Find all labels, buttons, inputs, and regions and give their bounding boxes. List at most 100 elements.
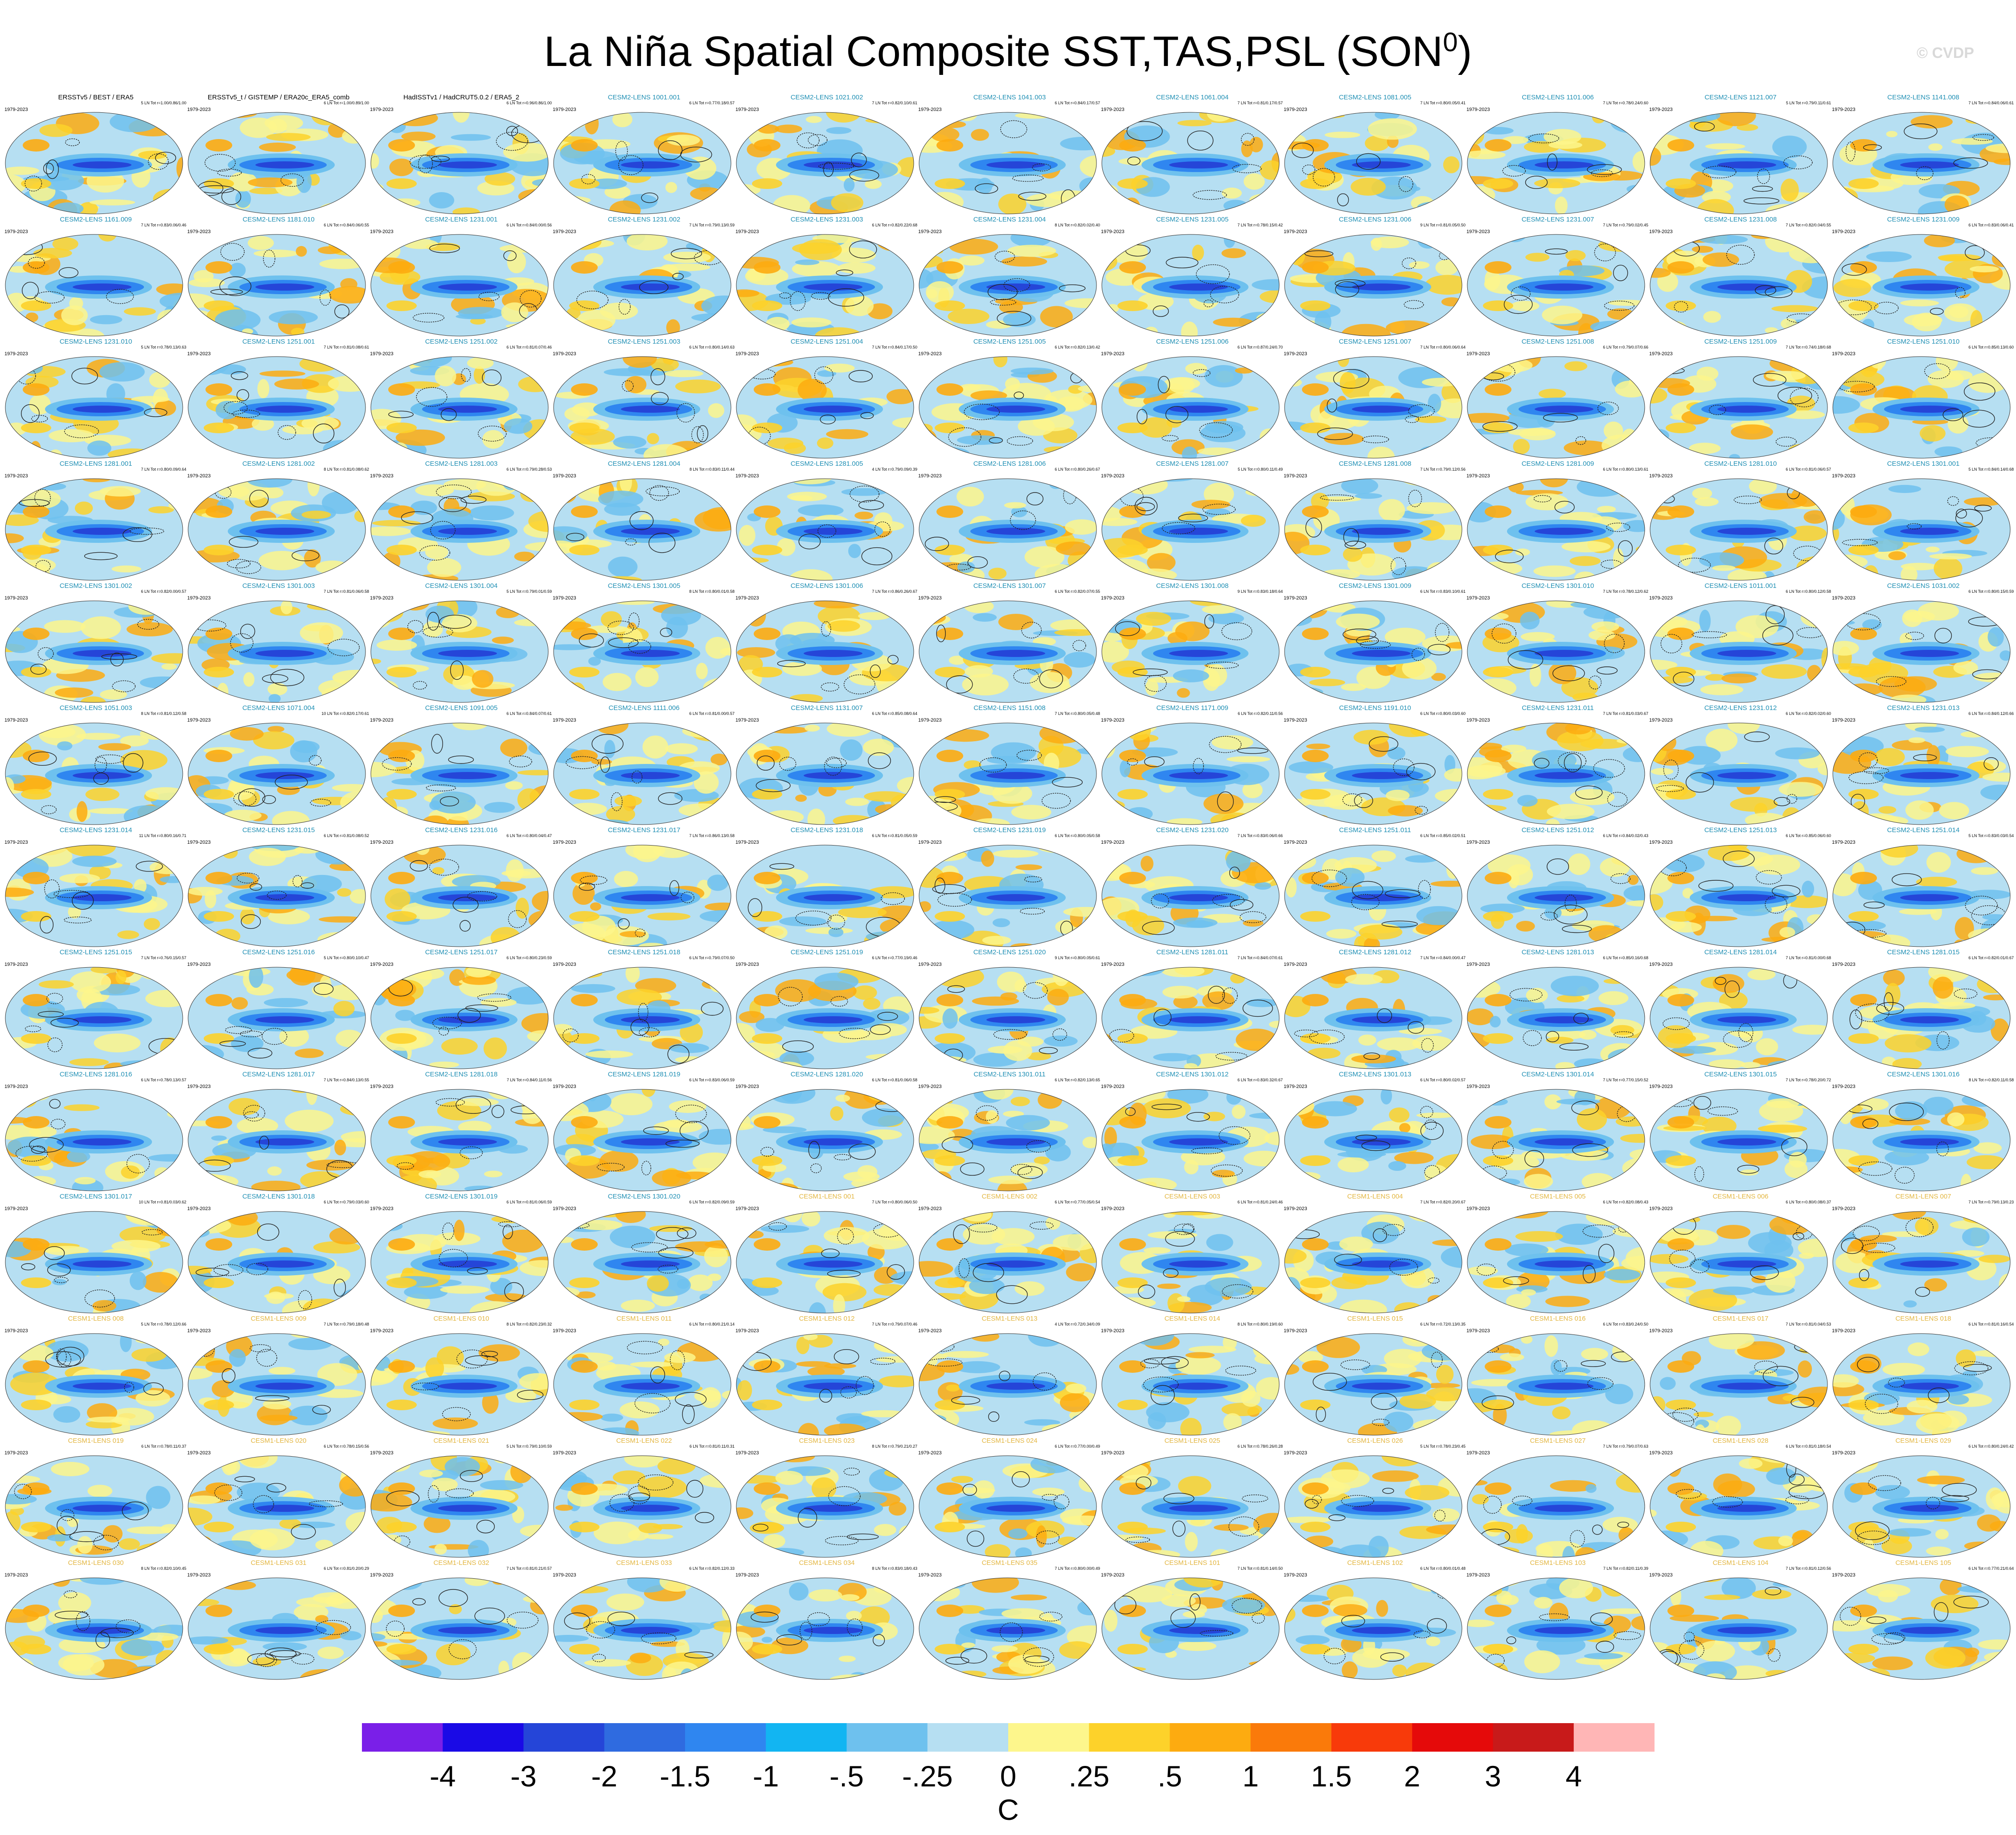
panel-title: CESM2-LENS 1251.015 [59, 948, 132, 956]
panel-title: CESM1-LENS 105 [1895, 1559, 1951, 1567]
colorbar-units: C [998, 1793, 1019, 1826]
panel-period: 1979-2023 [4, 595, 28, 601]
panel-title: CESM2-LENS 1251.009 [1704, 338, 1777, 345]
panel-period: 1979-2023 [553, 1328, 576, 1334]
global-map [1101, 1211, 1280, 1314]
panel-stats: 7 LN Tot r=0.84/0.17/0.50 [872, 345, 917, 349]
global-map [1650, 600, 1828, 703]
panel-title: ERSSTv5 / BEST / ERA5 [58, 94, 134, 101]
panel-title: HadISSTv1 / HadCRUT5.0.2 / ERA5_2 [403, 94, 520, 101]
panel-stats: 10 LN Tot r=0.81/0.03/0.62 [139, 1200, 186, 1204]
colorbar-tick-label: 0 [1000, 1760, 1017, 1793]
map-panel: CESM2-LENS 1171.009 1979-2023 6 LN Tot r=0… [1101, 704, 1284, 825]
global-map [188, 845, 366, 947]
global-map [188, 1333, 366, 1436]
panel-period: 1979-2023 [735, 962, 759, 967]
panel-period: 1979-2023 [187, 962, 211, 967]
panel-period: 1979-2023 [1101, 473, 1125, 479]
panel-stats: 7 LN Tot r=0.79/0.18/0.48 [324, 1322, 369, 1326]
panel-title: CESM2-LENS 1231.017 [608, 826, 681, 834]
panel-title: CESM2-LENS 1301.001 [1887, 460, 1960, 468]
panel-period: 1979-2023 [370, 595, 394, 601]
panel-stats: 6 LN Tot r=0.78/0.11/0.37 [141, 1444, 186, 1449]
panel-period: 1979-2023 [1466, 229, 1490, 234]
panel-period: 1979-2023 [1466, 1450, 1490, 1456]
map-panel: CESM1-LENS 016 1979-2023 6 LN Tot r=0.83/0… [1466, 1315, 1649, 1436]
panel-period: 1979-2023 [187, 1084, 211, 1089]
panel-title: CESM1-LENS 027 [1530, 1437, 1586, 1445]
panel-stats: 6 LN Tot r=0.83/0.24/0.50 [1603, 1322, 1648, 1326]
panel-period: 1979-2023 [918, 351, 942, 357]
map-panel: CESM2-LENS 1061.004 1979-2023 7 LN Tot r=0… [1101, 94, 1284, 215]
panel-title: CESM2-LENS 1281.020 [790, 1071, 863, 1078]
panel-stats: 6 LN Tot r=0.82/0.00/0.57 [141, 589, 186, 594]
map-panel: CESM2-LENS 1301.011 1979-2023 6 LN Tot r=0… [918, 1071, 1101, 1192]
colorbar-swatch [766, 1723, 847, 1752]
panel-title: CESM2-LENS 1161.009 [60, 216, 132, 223]
panel-title: CESM2-LENS 1091.005 [425, 704, 498, 712]
global-map [1284, 967, 1462, 1069]
panel-stats: 6 LN Tot r=0.79/0.03/0.60 [324, 1200, 369, 1204]
panel-period: 1979-2023 [1832, 595, 1856, 601]
map-panel: CESM2-LENS 1281.015 1979-2023 6 LN Tot r=0… [1832, 948, 2015, 1070]
panel-period: 1979-2023 [4, 1450, 28, 1456]
map-panel: CESM2-LENS 1021.002 1979-2023 7 LN Tot r=0… [735, 94, 918, 215]
panel-title: CESM2-LENS 1231.014 [59, 826, 132, 834]
panel-period: 1979-2023 [1284, 1328, 1307, 1334]
panel-stats: 6 LN Tot r=0.84/0.07/0.61 [506, 711, 552, 716]
global-map [919, 1089, 1097, 1191]
global-map [188, 1577, 366, 1680]
panel-period: 1979-2023 [735, 107, 759, 112]
global-map [1650, 967, 1828, 1069]
colorbar-tick-label: .5 [1157, 1760, 1183, 1793]
map-panel: CESM2-LENS 1281.009 1979-2023 6 LN Tot r=0… [1466, 460, 1649, 581]
global-map [919, 112, 1097, 214]
panel-period: 1979-2023 [1649, 962, 1673, 967]
panel-period: 1979-2023 [370, 1572, 394, 1578]
map-panel: CESM2-LENS 1091.005 1979-2023 6 LN Tot r=0… [370, 704, 553, 825]
map-panel: CESM2-LENS 1251.020 1979-2023 9 LN Tot r=0… [918, 948, 1101, 1070]
panel-period: 1979-2023 [4, 1328, 28, 1334]
colorbar [362, 1723, 1655, 1752]
panel-title: CESM1-LENS 025 [1164, 1437, 1220, 1445]
global-map [919, 1455, 1097, 1558]
map-panel: CESM2-LENS 1231.017 1979-2023 7 LN Tot r=0… [553, 826, 735, 948]
panel-period: 1979-2023 [918, 473, 942, 479]
global-map [1284, 845, 1462, 947]
panel-stats: 7 LN Tot r=0.81/0.03/0.67 [1603, 711, 1648, 716]
panel-stats: 6 LN Tot r=0.80/0.26/0.67 [1055, 467, 1100, 472]
map-panel: CESM1-LENS 028 1979-2023 6 LN Tot r=0.81/0… [1649, 1437, 1832, 1558]
map-panel: CESM2-LENS 1281.005 1979-2023 4 LN Tot r=0… [735, 460, 918, 581]
panel-stats: 7 LN Tot r=0.81/0.04/0.53 [1786, 1322, 1831, 1326]
global-map [1832, 1089, 2011, 1191]
global-map [553, 845, 731, 947]
panel-stats: 6 LN Tot r=0.78/0.26/0.28 [1237, 1444, 1283, 1449]
map-panel: CESM2-LENS 1181.010 1979-2023 6 LN Tot r=0… [187, 216, 370, 337]
panel-title: CESM2-LENS 1281.019 [608, 1071, 681, 1078]
map-panel: CESM2-LENS 1301.016 1979-2023 8 LN Tot r=0… [1832, 1071, 2015, 1192]
panel-title: CESM2-LENS 1071.004 [242, 704, 315, 712]
panel-stats: 6 LN Tot r=0.81/0.24/0.46 [1237, 1200, 1283, 1204]
panel-title: CESM2-LENS 1281.010 [1704, 460, 1777, 468]
panel-period: 1979-2023 [735, 1084, 759, 1089]
map-panel: CESM2-LENS 1251.002 1979-2023 6 LN Tot r=0… [370, 338, 553, 459]
panel-stats: 6 LN Tot r=0.80/0.01/0.48 [1420, 1566, 1466, 1571]
map-panel: CESM2-LENS 1231.018 1979-2023 6 LN Tot r=0… [735, 826, 918, 948]
map-panel: CESM2-LENS 1231.008 1979-2023 7 LN Tot r=0… [1649, 216, 1832, 337]
panel-period: 1979-2023 [1284, 718, 1307, 723]
panel-period: 1979-2023 [1649, 1572, 1673, 1578]
panel-stats: 6 LN Tot r=0.83/0.06/0.41 [1968, 223, 2014, 227]
panel-stats: 5 LN Tot r=0.78/0.23/0.45 [1420, 1444, 1466, 1449]
panel-stats: 6 LN Tot r=0.80/0.23/0.59 [506, 956, 552, 960]
panel-period: 1979-2023 [735, 473, 759, 479]
global-map [370, 1455, 549, 1558]
map-panel: CESM2-LENS 1281.014 1979-2023 7 LN Tot r=0… [1649, 948, 1832, 1070]
panel-period: 1979-2023 [1284, 595, 1307, 601]
panel-title: CESM2-LENS 1281.004 [608, 460, 681, 468]
panel-title: CESM1-LENS 032 [433, 1559, 489, 1567]
map-panel: CESM2-LENS 1251.015 1979-2023 7 LN Tot r=0… [4, 948, 187, 1070]
map-panel: CESM1-LENS 001 1979-2023 7 LN Tot r=0.80/0… [735, 1193, 918, 1314]
panel-period: 1979-2023 [735, 718, 759, 723]
map-panel: CESM2-LENS 1251.006 1979-2023 6 LN Tot r=0… [1101, 338, 1284, 459]
panel-title: CESM2-LENS 1301.008 [1156, 582, 1229, 590]
